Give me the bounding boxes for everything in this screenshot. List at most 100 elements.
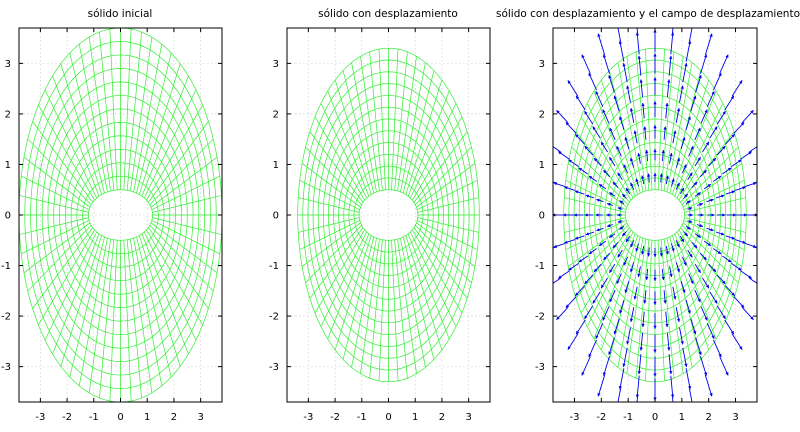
y-tick-label: 0 (273, 211, 279, 222)
field-arrow-head (684, 363, 688, 368)
field-arrow-head (602, 372, 607, 376)
mesh-spoke (645, 49, 653, 190)
mesh-spoke (309, 131, 364, 203)
field-arrow (553, 146, 561, 153)
mesh-spoke (88, 238, 111, 393)
field-arrow (704, 374, 713, 397)
mesh-spoke (23, 222, 91, 274)
x-tick-label: -2 (596, 412, 606, 423)
field-arrow-head (733, 213, 737, 217)
field-arrow-head (565, 122, 570, 126)
field-arrow-head (663, 126, 667, 130)
mesh-spoke (27, 138, 92, 205)
y-tick-label: -1 (535, 261, 545, 272)
field-arrow-head (697, 298, 701, 303)
field-arrow-head (613, 330, 617, 335)
field-arrow-head (653, 124, 657, 129)
mesh (19, 28, 222, 402)
field-arrow-head (739, 346, 743, 350)
mesh-spoke (305, 225, 362, 284)
field-arrow-head (624, 136, 628, 141)
mesh-spoke (684, 217, 746, 233)
mesh-spoke (139, 235, 181, 367)
field-arrow-head (699, 202, 704, 207)
field-arrow (567, 333, 579, 350)
field-arrow-head (659, 253, 663, 257)
mesh-spoke (405, 235, 443, 351)
y-tick-label: -1 (1, 261, 11, 272)
field-arrow-head (556, 316, 560, 320)
mesh-spoke (678, 229, 730, 314)
field-arrow-head (588, 250, 593, 255)
y-tick-label: 2 (539, 109, 545, 120)
field-arrow-head (597, 33, 601, 38)
y-tick-label: 3 (273, 59, 279, 70)
field-arrow-head (647, 173, 651, 177)
field-arrow-head (727, 167, 732, 171)
field-arrow-head (653, 77, 657, 81)
field-arrow-head (635, 247, 639, 252)
x-tick-label: 3 (732, 412, 738, 423)
field-arrow-head (684, 62, 688, 67)
field-arrow-head (682, 136, 686, 141)
mesh-spoke (69, 52, 105, 194)
field-arrow-head (671, 178, 675, 183)
field-arrow-head (704, 109, 708, 114)
mesh-spoke (133, 44, 163, 192)
mesh-spoke (44, 231, 97, 341)
field-arrow-head (688, 219, 693, 223)
mesh-spoke (394, 51, 408, 191)
field-arrow-head (588, 72, 592, 77)
mesh-spoke (147, 121, 209, 203)
field-arrow-head (730, 330, 734, 335)
field-arrow-head (687, 226, 691, 230)
mesh-spoke (23, 156, 91, 208)
mesh-spoke (298, 217, 360, 233)
field-arrow-head (625, 238, 630, 243)
field-arrow-head (690, 280, 694, 285)
field-arrow (682, 347, 687, 367)
field-arrow-head (653, 172, 657, 177)
field-arrow-head (585, 194, 590, 198)
field-arrow (638, 354, 642, 375)
mesh-spoke (413, 131, 468, 203)
field-arrow-head (615, 409, 618, 412)
field-arrow-head (667, 79, 671, 83)
mesh-spoke (334, 235, 372, 351)
field-arrow-head (669, 273, 673, 278)
mesh-spoke (586, 103, 634, 199)
mesh-spoke (682, 222, 743, 267)
field-arrow-head (676, 268, 680, 273)
field-arrow-head (584, 280, 588, 285)
field-arrow-head (637, 55, 641, 60)
mesh-spoke (609, 70, 641, 194)
mesh-spoke (360, 56, 380, 192)
x-tick-label: -1 (357, 412, 367, 423)
field-arrow-head (616, 145, 620, 150)
field-arrow-head (703, 256, 707, 261)
mesh-spoke (123, 29, 132, 190)
mesh-spoke (417, 197, 479, 213)
x-tick-label: -2 (330, 412, 340, 423)
field-arrow-head (759, 284, 762, 287)
field-arrow-head (673, 130, 677, 134)
mesh-spoke (126, 32, 142, 191)
mesh-spoke (663, 56, 684, 192)
mesh-spoke (141, 233, 189, 355)
y-tick-label: -2 (1, 312, 11, 323)
mesh-spoke (342, 70, 375, 194)
field-arrow-head (576, 330, 580, 335)
mesh-spoke (99, 239, 115, 398)
field-arrow (695, 337, 702, 356)
chart-title: sólido con desplazamiento y el campo de … (496, 8, 800, 20)
field-arrow-head (603, 256, 607, 261)
mesh-spoke (672, 235, 709, 351)
mesh-spoke (410, 231, 457, 327)
field-arrow-head (639, 79, 643, 83)
mesh-spoke (360, 238, 380, 374)
field-arrow-head (712, 157, 717, 162)
field-arrow-head (731, 133, 735, 138)
mesh-spoke (32, 227, 94, 309)
mesh-spoke (565, 180, 627, 211)
mesh-spoke (575, 131, 630, 203)
